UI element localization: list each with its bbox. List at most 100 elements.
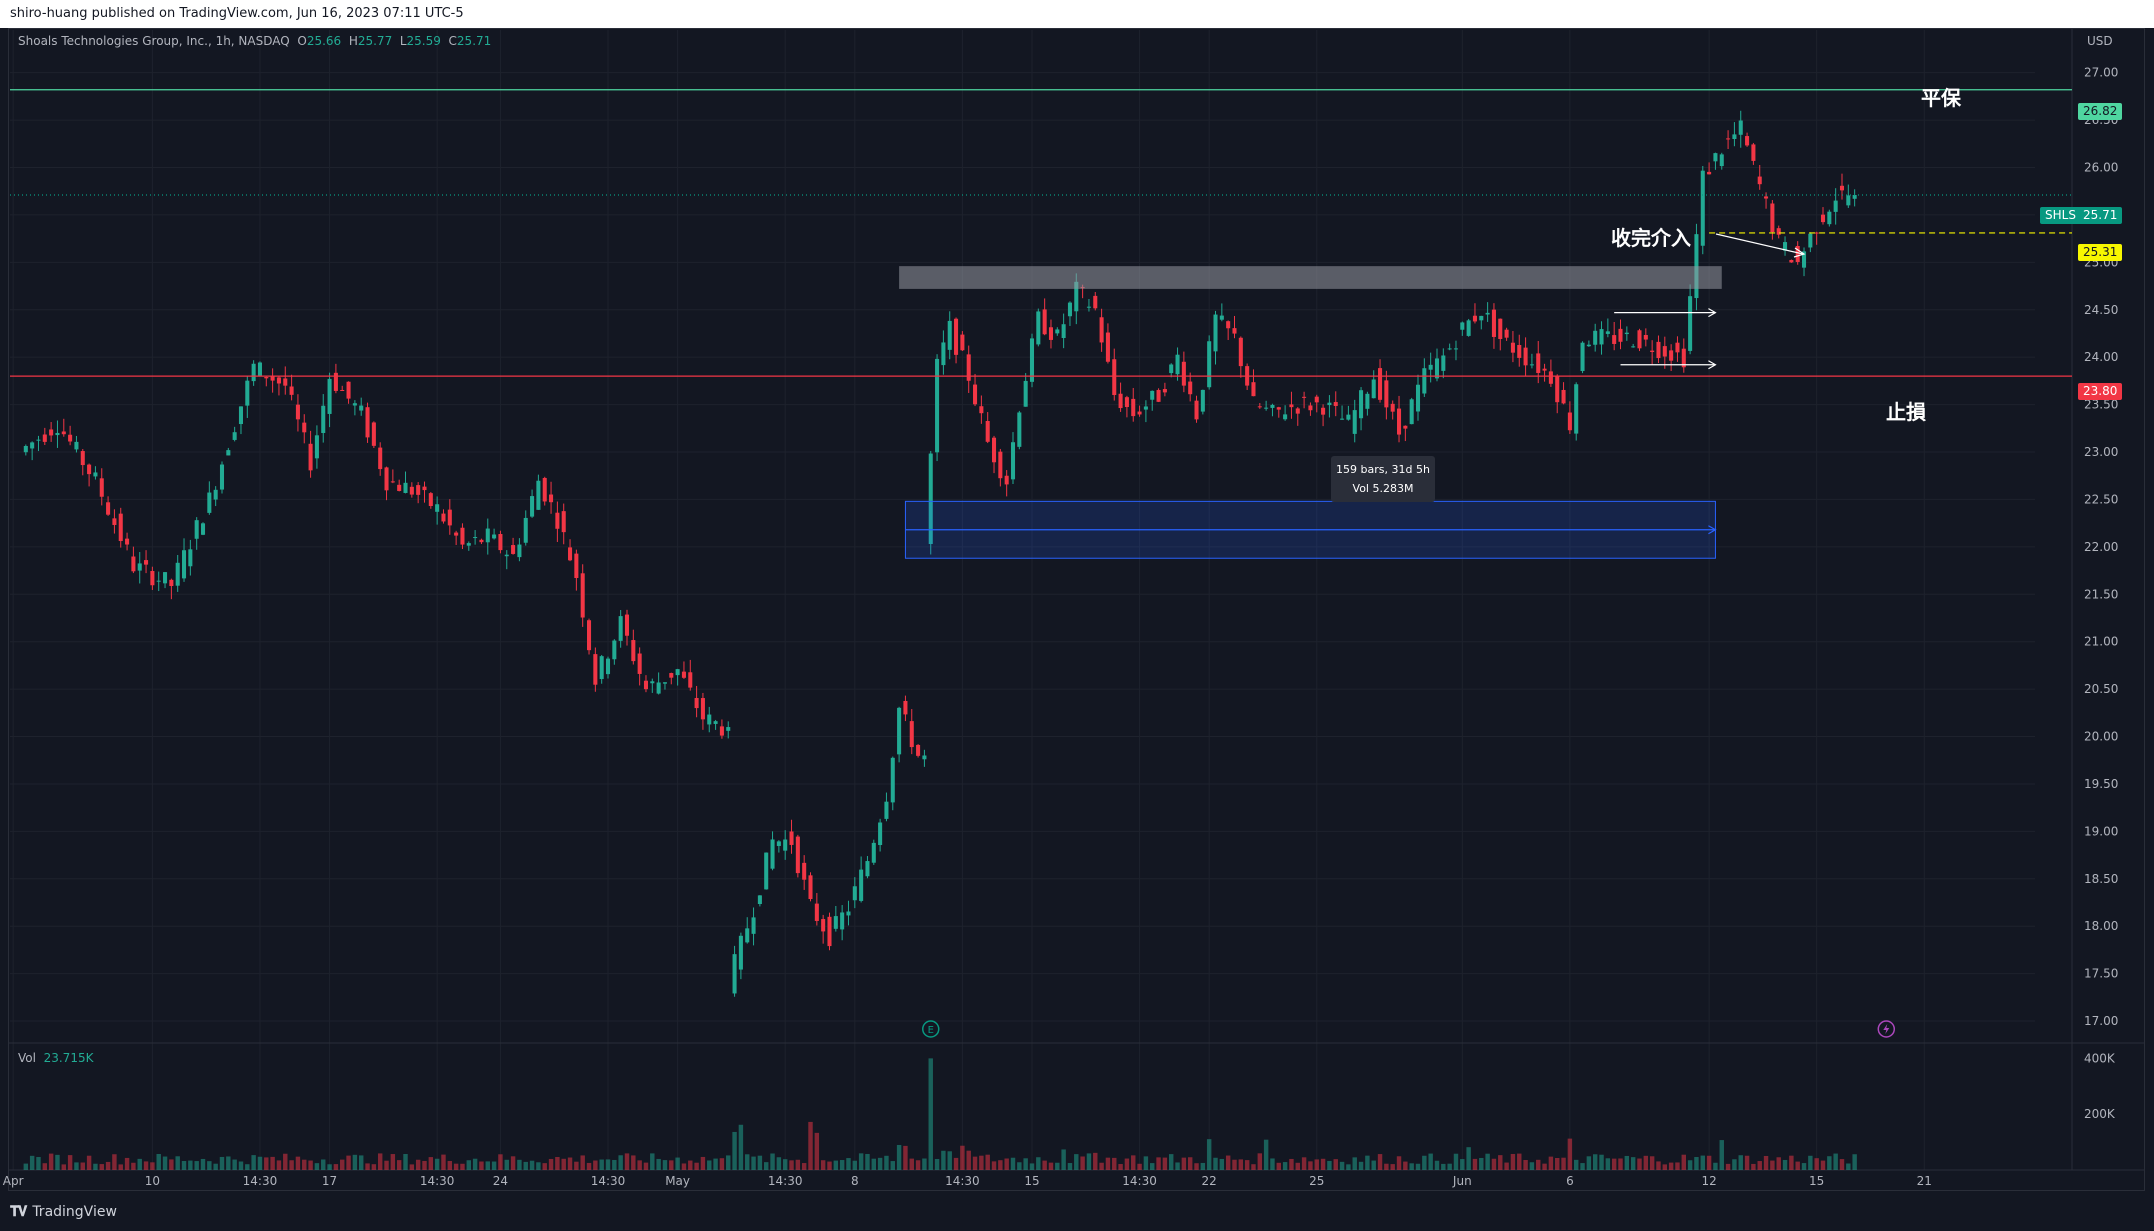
candle-body: [1175, 354, 1180, 375]
candle-body: [314, 435, 319, 459]
volume-bar: [1706, 1155, 1712, 1170]
candle-body: [378, 447, 383, 470]
candle-body: [1586, 344, 1591, 347]
volume-bar: [707, 1160, 712, 1170]
candle-body: [213, 489, 218, 500]
volume-bar: [1498, 1155, 1503, 1170]
volume-bar: [846, 1158, 851, 1170]
candle-body: [1808, 233, 1813, 248]
candle-body: [1656, 341, 1661, 359]
candle-body: [1188, 381, 1193, 395]
candle-body: [1238, 337, 1243, 367]
volume-bar: [833, 1160, 839, 1170]
candle-body: [1688, 296, 1693, 351]
candle-body: [960, 334, 965, 351]
volume-bar: [1630, 1157, 1636, 1170]
price-axis-tick: 24.50: [2084, 303, 2118, 317]
candle-body: [517, 544, 522, 558]
volume-bar: [264, 1157, 269, 1170]
volume-bar: [1282, 1162, 1288, 1170]
volume-bar: [1599, 1154, 1604, 1170]
time-axis-tick: May: [665, 1174, 690, 1188]
price-axis-tick: 22.00: [2084, 540, 2118, 554]
candle-body: [106, 502, 111, 515]
candle-body: [257, 362, 262, 376]
volume-bar: [675, 1157, 680, 1170]
volume-bar: [105, 1161, 111, 1170]
volume-bar: [1694, 1157, 1699, 1170]
volume-bar: [808, 1121, 813, 1170]
candle-body: [118, 513, 123, 542]
volume-bar: [1276, 1162, 1282, 1170]
volume-bar: [510, 1156, 516, 1170]
candle-body: [112, 518, 117, 525]
candle-body: [954, 318, 959, 355]
candle-body: [1403, 425, 1408, 429]
candle-body: [169, 579, 174, 587]
time-axis-tick: 10: [145, 1174, 160, 1188]
candle-body: [1327, 402, 1332, 406]
volume-bar: [1213, 1157, 1218, 1170]
volume-bar: [1839, 1159, 1845, 1170]
volume-bar: [314, 1163, 320, 1170]
tradingview-logo[interactable]: 𝐓𝐕 TradingView: [10, 1204, 117, 1220]
candle-body: [1580, 342, 1585, 372]
candle-body: [1036, 311, 1041, 345]
candle-body: [454, 532, 459, 536]
volume-bar: [1770, 1160, 1775, 1170]
candle-body: [783, 839, 788, 851]
candle-body: [1112, 359, 1117, 396]
volume-bar: [858, 1153, 864, 1170]
annotation-breakeven[interactable]: 平保: [1921, 86, 1961, 110]
candle-body: [1308, 405, 1313, 411]
volume-bar: [1314, 1159, 1319, 1170]
volume-bar: [390, 1154, 396, 1170]
candle-body: [1143, 406, 1148, 410]
volume-bar: [1415, 1163, 1421, 1170]
volume-bar: [1675, 1162, 1680, 1170]
candle-body: [1042, 309, 1047, 335]
volume-bar: [1510, 1153, 1516, 1170]
candle-body: [232, 432, 237, 440]
volume-bar: [1099, 1162, 1104, 1170]
volume-bar: [688, 1160, 693, 1170]
annotation-stop[interactable]: 止損: [1886, 400, 1926, 424]
volume-bar: [1592, 1154, 1598, 1170]
date-range-arrow-head: [1708, 525, 1717, 535]
volume-bar: [422, 1160, 427, 1170]
candle-body: [624, 614, 630, 636]
price-axis-tick: 20.00: [2084, 730, 2118, 744]
volume-bar: [1504, 1162, 1509, 1170]
candle-body: [1029, 338, 1035, 382]
candle-body: [656, 682, 661, 694]
candle-body: [612, 640, 617, 660]
price-axis-tick: 18.50: [2084, 872, 2118, 886]
price-axis-tick: 24.00: [2084, 350, 2118, 364]
symbol-legend: Shoals Technologies Group, Inc., 1h, NAS…: [18, 34, 491, 48]
volume-bar: [1206, 1139, 1212, 1170]
price-axis-tick: 23.50: [2084, 398, 2118, 412]
projection-arrow-head: [1708, 360, 1717, 370]
candle-body: [1384, 380, 1389, 408]
candle-body: [1371, 379, 1376, 399]
candle-body: [1055, 329, 1060, 334]
volume-bar: [67, 1155, 73, 1170]
chart-panel[interactable]: [8, 28, 2145, 1191]
volume-bar: [1131, 1155, 1136, 1170]
candle-body: [1010, 442, 1016, 480]
candle-body: [1624, 332, 1629, 335]
candle-body: [1194, 400, 1199, 420]
annotation-entry[interactable]: 收完介入: [1611, 226, 1691, 250]
volume-bar: [1371, 1160, 1376, 1170]
candle-body: [49, 429, 54, 436]
volume-bar: [36, 1157, 41, 1170]
candle-body: [681, 671, 686, 678]
volume-bar: [1618, 1158, 1623, 1170]
candle-body: [1783, 242, 1788, 251]
volume-bar: [751, 1156, 756, 1170]
candle-body: [1453, 348, 1459, 350]
volume-bar: [1795, 1161, 1800, 1170]
projection-arrow-head: [1708, 308, 1717, 318]
volume-bar: [593, 1160, 598, 1170]
